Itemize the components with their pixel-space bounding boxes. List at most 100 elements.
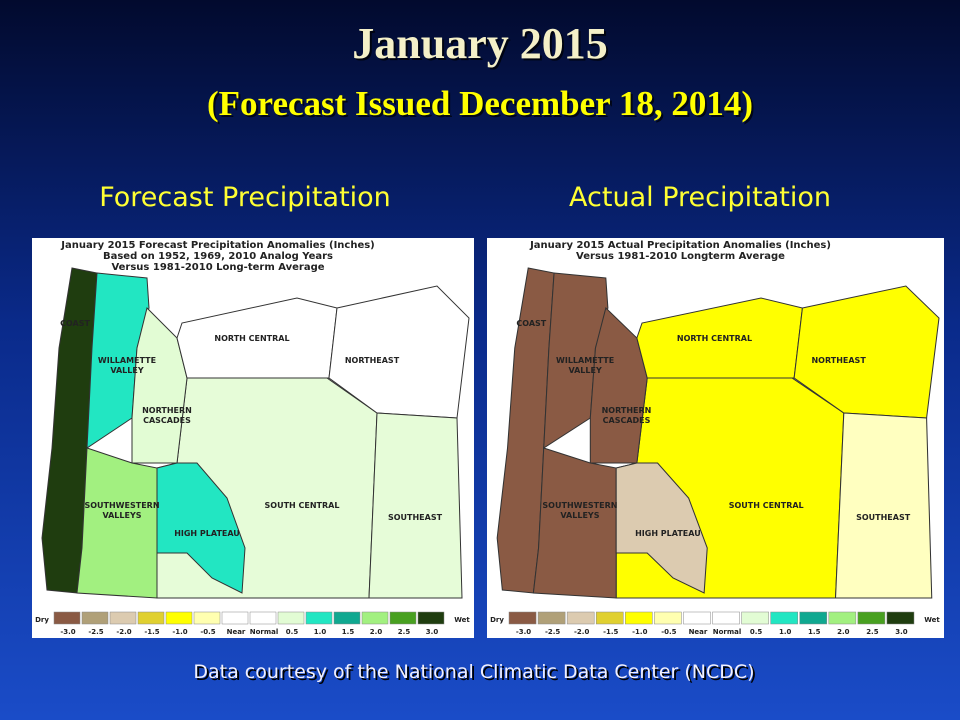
legend-swatch <box>249 611 277 625</box>
region-label: NORTH CENTRAL <box>677 334 752 343</box>
region <box>156 462 246 594</box>
legend-swatch <box>221 611 249 625</box>
region-label: SOUTH CENTRAL <box>729 501 804 510</box>
legend-label: -2.0 <box>574 628 589 636</box>
legend-swatch <box>625 611 653 625</box>
legend-label: 2.5 <box>398 628 411 636</box>
legend-label: Normal <box>713 628 742 636</box>
region <box>834 412 933 599</box>
region-label: NORTHEAST <box>811 356 866 365</box>
map-title: January 2015 Actual Precipitation Anomal… <box>529 240 831 251</box>
region-label: NORTHERN <box>142 406 192 415</box>
subtitle: (Forecast Issued December 18, 2014) <box>207 84 753 123</box>
subtitle-shadow: (Forecast Issued December 18, 2014) <box>209 86 755 125</box>
region <box>368 412 463 599</box>
map-title: Versus 1981-2010 Longterm Average <box>576 251 785 262</box>
legend-swatch <box>137 611 165 625</box>
region-label: NORTHERN <box>602 406 652 415</box>
legend-label: 1.5 <box>808 628 821 636</box>
region <box>615 462 708 594</box>
region-label: COAST <box>516 319 546 328</box>
legend-label: -1.0 <box>172 628 187 636</box>
legend-label: -1.5 <box>144 628 159 636</box>
legend-swatch <box>683 611 711 625</box>
legend-label: Normal <box>250 628 279 636</box>
legend-label: 3.0 <box>426 628 439 636</box>
legend-label: -0.5 <box>661 628 676 636</box>
legend-label: Near <box>689 628 708 636</box>
title: January 2015 <box>352 19 607 68</box>
legend-swatch <box>770 611 798 625</box>
legend-label: -1.5 <box>603 628 618 636</box>
legend-swatch <box>566 611 595 625</box>
legend-label: Near <box>227 628 246 636</box>
region-label: CASCADES <box>143 416 191 425</box>
panel-heading: Actual Precipitation <box>569 182 831 213</box>
legend-label: 1.0 <box>779 628 792 636</box>
map-panel: January 2015 Forecast Precipitation Anom… <box>32 238 474 638</box>
map <box>496 267 940 599</box>
legend-swatch <box>333 611 361 625</box>
legend-swatch <box>654 611 682 625</box>
region-label: HIGH PLATEAU <box>174 529 240 538</box>
region-label: WILLAMETTE <box>556 356 614 365</box>
legend-swatch <box>857 611 886 625</box>
region-label: SOUTHEAST <box>856 513 911 522</box>
legend-label: 2.5 <box>866 628 879 636</box>
legend-swatch <box>828 611 857 625</box>
region-label: SOUTH CENTRAL <box>265 501 340 510</box>
legend-swatch <box>537 611 566 625</box>
legend-swatch <box>595 611 624 625</box>
region-label: SOUTHWESTERN <box>542 501 617 510</box>
region-label: SOUTHEAST <box>388 513 443 522</box>
legend-label: 1.0 <box>314 628 327 636</box>
legend-label: -2.0 <box>116 628 131 636</box>
legend-swatch <box>109 611 137 625</box>
region <box>532 447 617 599</box>
legend-label: 2.0 <box>837 628 850 636</box>
region <box>76 447 158 599</box>
map-title: Based on 1952, 1969, 2010 Analog Years <box>103 251 333 262</box>
legend-swatch <box>389 611 417 625</box>
legend-swatch <box>508 611 537 625</box>
legend-swatch <box>361 611 389 625</box>
legend-label: -0.5 <box>200 628 215 636</box>
map-panel: January 2015 Actual Precipitation Anomal… <box>487 238 944 638</box>
panel-heading: Forecast Precipitation <box>99 182 391 213</box>
legend-swatch <box>277 611 305 625</box>
legend-label: 0.5 <box>286 628 299 636</box>
region-label: WILLAMETTE <box>98 356 156 365</box>
footer: Data courtesy of the National Climatic D… <box>193 661 754 683</box>
legend-swatch <box>165 611 193 625</box>
legend-swatch <box>81 611 109 625</box>
title-shadow: January 2015 <box>354 21 609 70</box>
map-title: January 2015 Forecast Precipitation Anom… <box>60 240 375 251</box>
region-label: SOUTHWESTERN <box>84 501 159 510</box>
legend-label: -3.0 <box>516 628 531 636</box>
legend-label: 1.5 <box>342 628 355 636</box>
legend-label: -2.5 <box>88 628 103 636</box>
legend-dry: Dry <box>490 616 504 624</box>
legend-label: 0.5 <box>750 628 763 636</box>
legend-dry: Dry <box>35 616 49 624</box>
region-label: VALLEY <box>110 366 144 375</box>
legend-label: 2.0 <box>370 628 383 636</box>
region-label: VALLEYS <box>102 511 141 520</box>
region-label: CASCADES <box>603 416 651 425</box>
legend-swatch <box>53 611 81 625</box>
legend-swatch <box>741 611 769 625</box>
map-title: Versus 1981-2010 Long-term Average <box>111 262 324 273</box>
region-label: VALLEYS <box>560 511 599 520</box>
legend-label: -2.5 <box>545 628 560 636</box>
footer-shadow: Data courtesy of the National Climatic D… <box>195 663 756 685</box>
legend-label: 3.0 <box>895 628 908 636</box>
region-label: NORTHEAST <box>345 356 400 365</box>
legend-swatch <box>193 611 221 625</box>
region-label: NORTH CENTRAL <box>214 334 289 343</box>
region-label: HIGH PLATEAU <box>635 529 701 538</box>
legend-swatch <box>305 611 333 625</box>
legend-label: -1.0 <box>632 628 647 636</box>
legend-swatch <box>712 611 740 625</box>
legend-swatch <box>799 611 828 625</box>
